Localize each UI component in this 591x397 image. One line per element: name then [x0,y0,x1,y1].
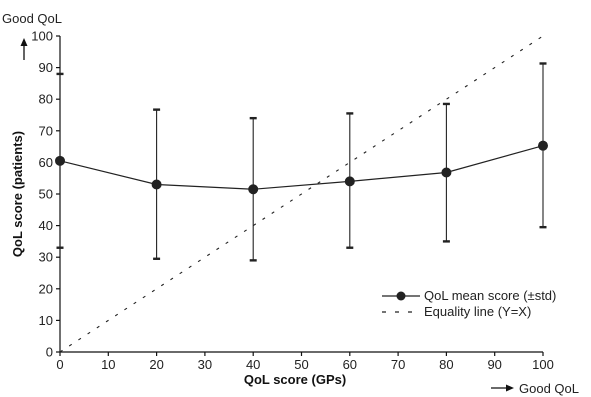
top-left-annotation: Good QoL [2,11,62,26]
mean-point-0 [55,155,65,166]
right-arrow-icon [491,384,514,392]
legend-mean-marker [396,291,406,301]
y-tick-label-30: 30 [39,250,53,265]
equality-line [59,35,544,353]
legend-item-mean: QoL mean score (±std) [382,288,556,303]
mean-point-100 [538,140,548,151]
y-tick-label-0: 0 [46,345,53,360]
y-ticks: 0 10 20 30 40 50 60 70 80 90 100 [31,29,60,360]
x-tick-label-100: 100 [532,357,554,372]
y-tick-label-60: 60 [39,155,53,170]
x-tick-label-30: 30 [198,357,212,372]
up-arrow-icon [20,38,28,60]
x-tick-label-10: 10 [101,357,115,372]
x-ticks: 0 10 20 30 40 50 60 70 80 90 100 [56,352,554,372]
bottom-right-annotation: Good QoL [519,381,579,396]
y-tick-label-20: 20 [39,281,53,296]
y-tick-label-70: 70 [39,123,53,138]
x-tick-label-60: 60 [343,357,357,372]
x-tick-label-20: 20 [149,357,163,372]
y-tick-label-50: 50 [39,187,53,202]
x-axis-title: QoL score (GPs) [244,372,346,387]
x-tick-label-40: 40 [246,357,260,372]
y-tick-label-100: 100 [31,29,53,44]
y-tick-label-40: 40 [39,218,53,233]
x-tick-label-0: 0 [56,357,63,372]
y-axis: 0 10 20 30 40 50 60 70 80 90 100 [31,29,61,360]
mean-point-60 [344,176,355,187]
plot-area [55,35,548,353]
x-axis: 0 10 20 30 40 50 60 70 80 90 100 [56,351,554,372]
legend-mean-label: QoL mean score (±std) [424,288,556,303]
y-axis-title: QoL score (patients) [10,131,25,257]
x-tick-label-50: 50 [294,357,308,372]
mean-score-line [59,145,544,190]
mean-point-40 [248,184,259,195]
legend: QoL mean score (±std) Equality line (Y=X… [382,288,556,319]
x-tick-label-70: 70 [391,357,405,372]
legend-item-equality: Equality line (Y=X) [382,304,531,319]
legend-equality-label: Equality line (Y=X) [424,304,531,319]
x-tick-label-80: 80 [439,357,453,372]
y-tick-label-80: 80 [39,92,53,107]
y-tick-label-90: 90 [39,60,53,75]
mean-point-80 [441,167,452,178]
mean-point-20 [151,179,162,190]
y-tick-label-10: 10 [39,313,53,328]
x-tick-label-90: 90 [487,357,501,372]
